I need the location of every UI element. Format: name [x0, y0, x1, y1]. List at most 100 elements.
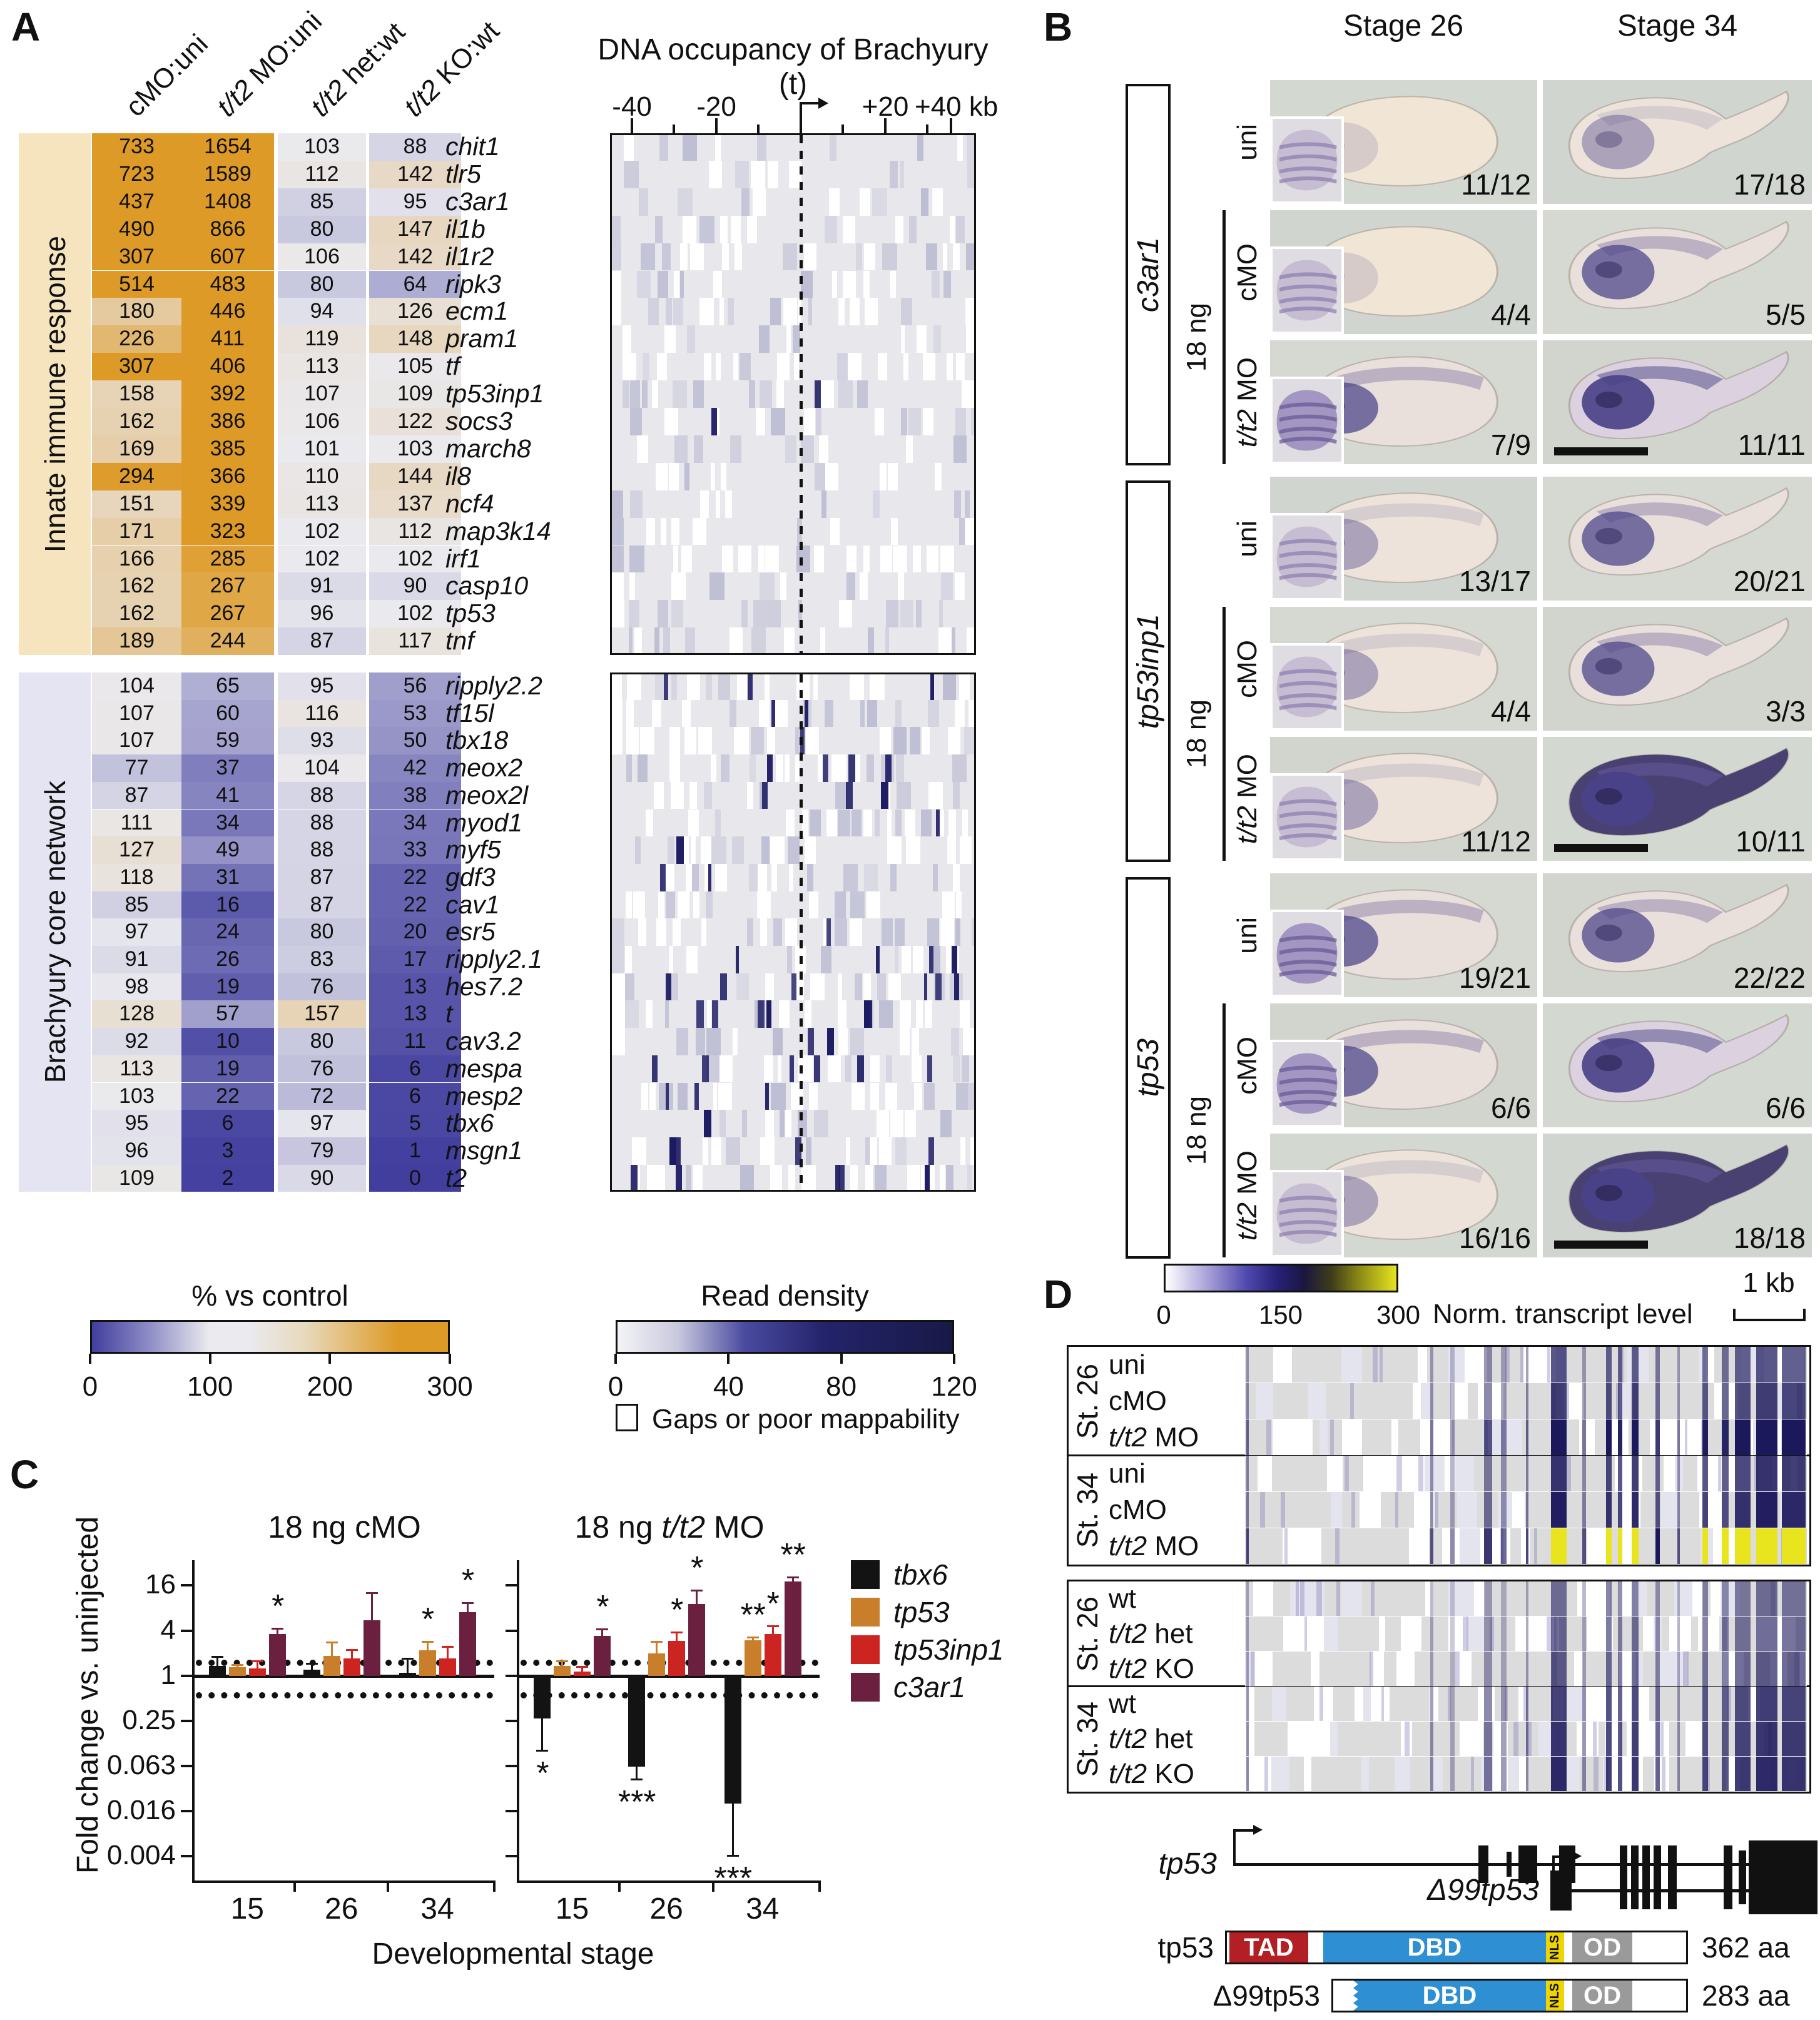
track-shade	[750, 754, 756, 782]
track-shade	[926, 243, 937, 271]
track-shade	[965, 490, 970, 518]
heat-texture	[1706, 1347, 1714, 1383]
error-bar	[601, 1628, 604, 1637]
track-gap	[765, 1110, 774, 1137]
heatmap-cell: 6	[369, 1055, 461, 1083]
track-shade	[768, 600, 781, 628]
y-axis-tick	[181, 1629, 192, 1632]
transcript-heatmap-row	[1245, 1419, 1807, 1455]
heat-faint-stripe	[1513, 1722, 1518, 1756]
mo-bracket-line	[1223, 607, 1226, 861]
embryo-cell: 7/9	[1270, 340, 1537, 464]
heat-faint-stripe	[1718, 1456, 1721, 1491]
heatmap-cell: 169	[92, 435, 181, 463]
heatmap-cell: 158	[92, 380, 181, 408]
track-gap	[940, 1164, 945, 1190]
track-shade	[730, 699, 736, 728]
track-shade	[895, 1137, 907, 1165]
bar	[399, 1673, 416, 1676]
track-shade	[953, 781, 960, 810]
transcript-heatmap-row	[1245, 1492, 1807, 1528]
track-gap	[671, 572, 686, 601]
heatmap-cell: 22	[369, 891, 461, 919]
y-axis-tick	[181, 1765, 192, 1768]
track-peak	[805, 699, 808, 728]
error-bar-cap	[691, 1590, 703, 1592]
transcript-level-label: Norm. transcript level	[1433, 1299, 1693, 1329]
heatmap-cell: 97	[92, 918, 181, 946]
count-label: 10/11	[1736, 825, 1806, 858]
track-shade	[901, 298, 912, 326]
track-gap	[612, 1028, 625, 1055]
track-gap	[656, 462, 668, 490]
track-shade	[749, 380, 755, 408]
heat-texture	[1398, 1581, 1410, 1616]
heat-signal-stripe	[1756, 1757, 1777, 1791]
heat-texture	[1588, 1722, 1599, 1756]
heat-faint-stripe	[1660, 1722, 1664, 1756]
heat-signal-stripe	[1246, 1687, 1249, 1721]
track-peak	[885, 754, 892, 782]
track-shade	[726, 1137, 740, 1165]
heat-signal-stripe	[1582, 1383, 1586, 1419]
heat-texture	[1341, 1347, 1363, 1383]
heat-texture	[1362, 1581, 1385, 1616]
track-shade	[867, 699, 877, 728]
track-gap	[715, 135, 721, 161]
track-gap	[943, 243, 947, 271]
track-peak	[666, 1082, 669, 1110]
heat-texture	[1563, 1383, 1584, 1419]
scale-bar	[1554, 447, 1648, 455]
track-gap	[716, 353, 721, 381]
heat-texture	[1346, 1652, 1354, 1686]
track-gap	[715, 863, 727, 891]
track-gap	[900, 1000, 911, 1028]
bar	[439, 1658, 456, 1676]
track-gap	[689, 781, 697, 810]
heat-faint-stripe	[1251, 1652, 1255, 1686]
heat-texture	[1527, 1581, 1540, 1616]
heat-texture	[1685, 1722, 1702, 1756]
dose-label: 18 ng	[1180, 607, 1214, 861]
track-gap	[940, 545, 954, 573]
heatmap-cell: 13	[369, 1000, 461, 1028]
track-gap	[831, 754, 846, 782]
bar	[724, 1676, 741, 1804]
heat-texture	[1286, 1687, 1301, 1721]
tss-arrow-icon	[800, 102, 820, 104]
heat-texture	[1430, 1687, 1439, 1721]
heat-texture	[1526, 1687, 1540, 1721]
error-bar-cap	[556, 1660, 569, 1663]
heat-signal-stripe	[1618, 1456, 1622, 1491]
track-peak	[674, 1137, 681, 1165]
heatmap-cell: 607	[181, 243, 274, 271]
track-shade	[865, 1137, 870, 1165]
error-bar	[656, 1641, 658, 1653]
track-gap	[898, 572, 904, 601]
embryo-cell: 6/6	[1270, 1003, 1537, 1127]
dorsal-inset	[1270, 1040, 1344, 1127]
heat-faint-stripe	[1463, 1617, 1468, 1651]
heat-signal-stripe	[1551, 1581, 1567, 1616]
heat-signal-stripe	[1677, 1617, 1680, 1651]
bar	[269, 1634, 287, 1676]
heat-texture	[1273, 1347, 1292, 1383]
heat-texture	[1518, 1687, 1526, 1721]
track-peak	[720, 973, 727, 1001]
track-gap	[780, 572, 786, 601]
track-gap	[747, 215, 757, 243]
developmental-stage-axis-label: Developmental stage	[372, 1937, 654, 1971]
track-gap	[947, 353, 953, 381]
heat-signal-stripe	[1246, 1581, 1249, 1616]
significance-label: *	[766, 1586, 780, 1623]
heat-texture	[1487, 1347, 1505, 1383]
heat-signal-stripe	[1782, 1687, 1806, 1721]
track-gap	[722, 545, 733, 573]
heat-texture	[1682, 1383, 1695, 1419]
track-gap	[832, 270, 837, 298]
track-gap	[860, 572, 868, 601]
embryo-image	[1568, 90, 1789, 180]
stage-tick-label: 34	[746, 1892, 780, 1926]
heat-signal-stripe	[1526, 1722, 1528, 1756]
error-bar	[561, 1660, 564, 1667]
